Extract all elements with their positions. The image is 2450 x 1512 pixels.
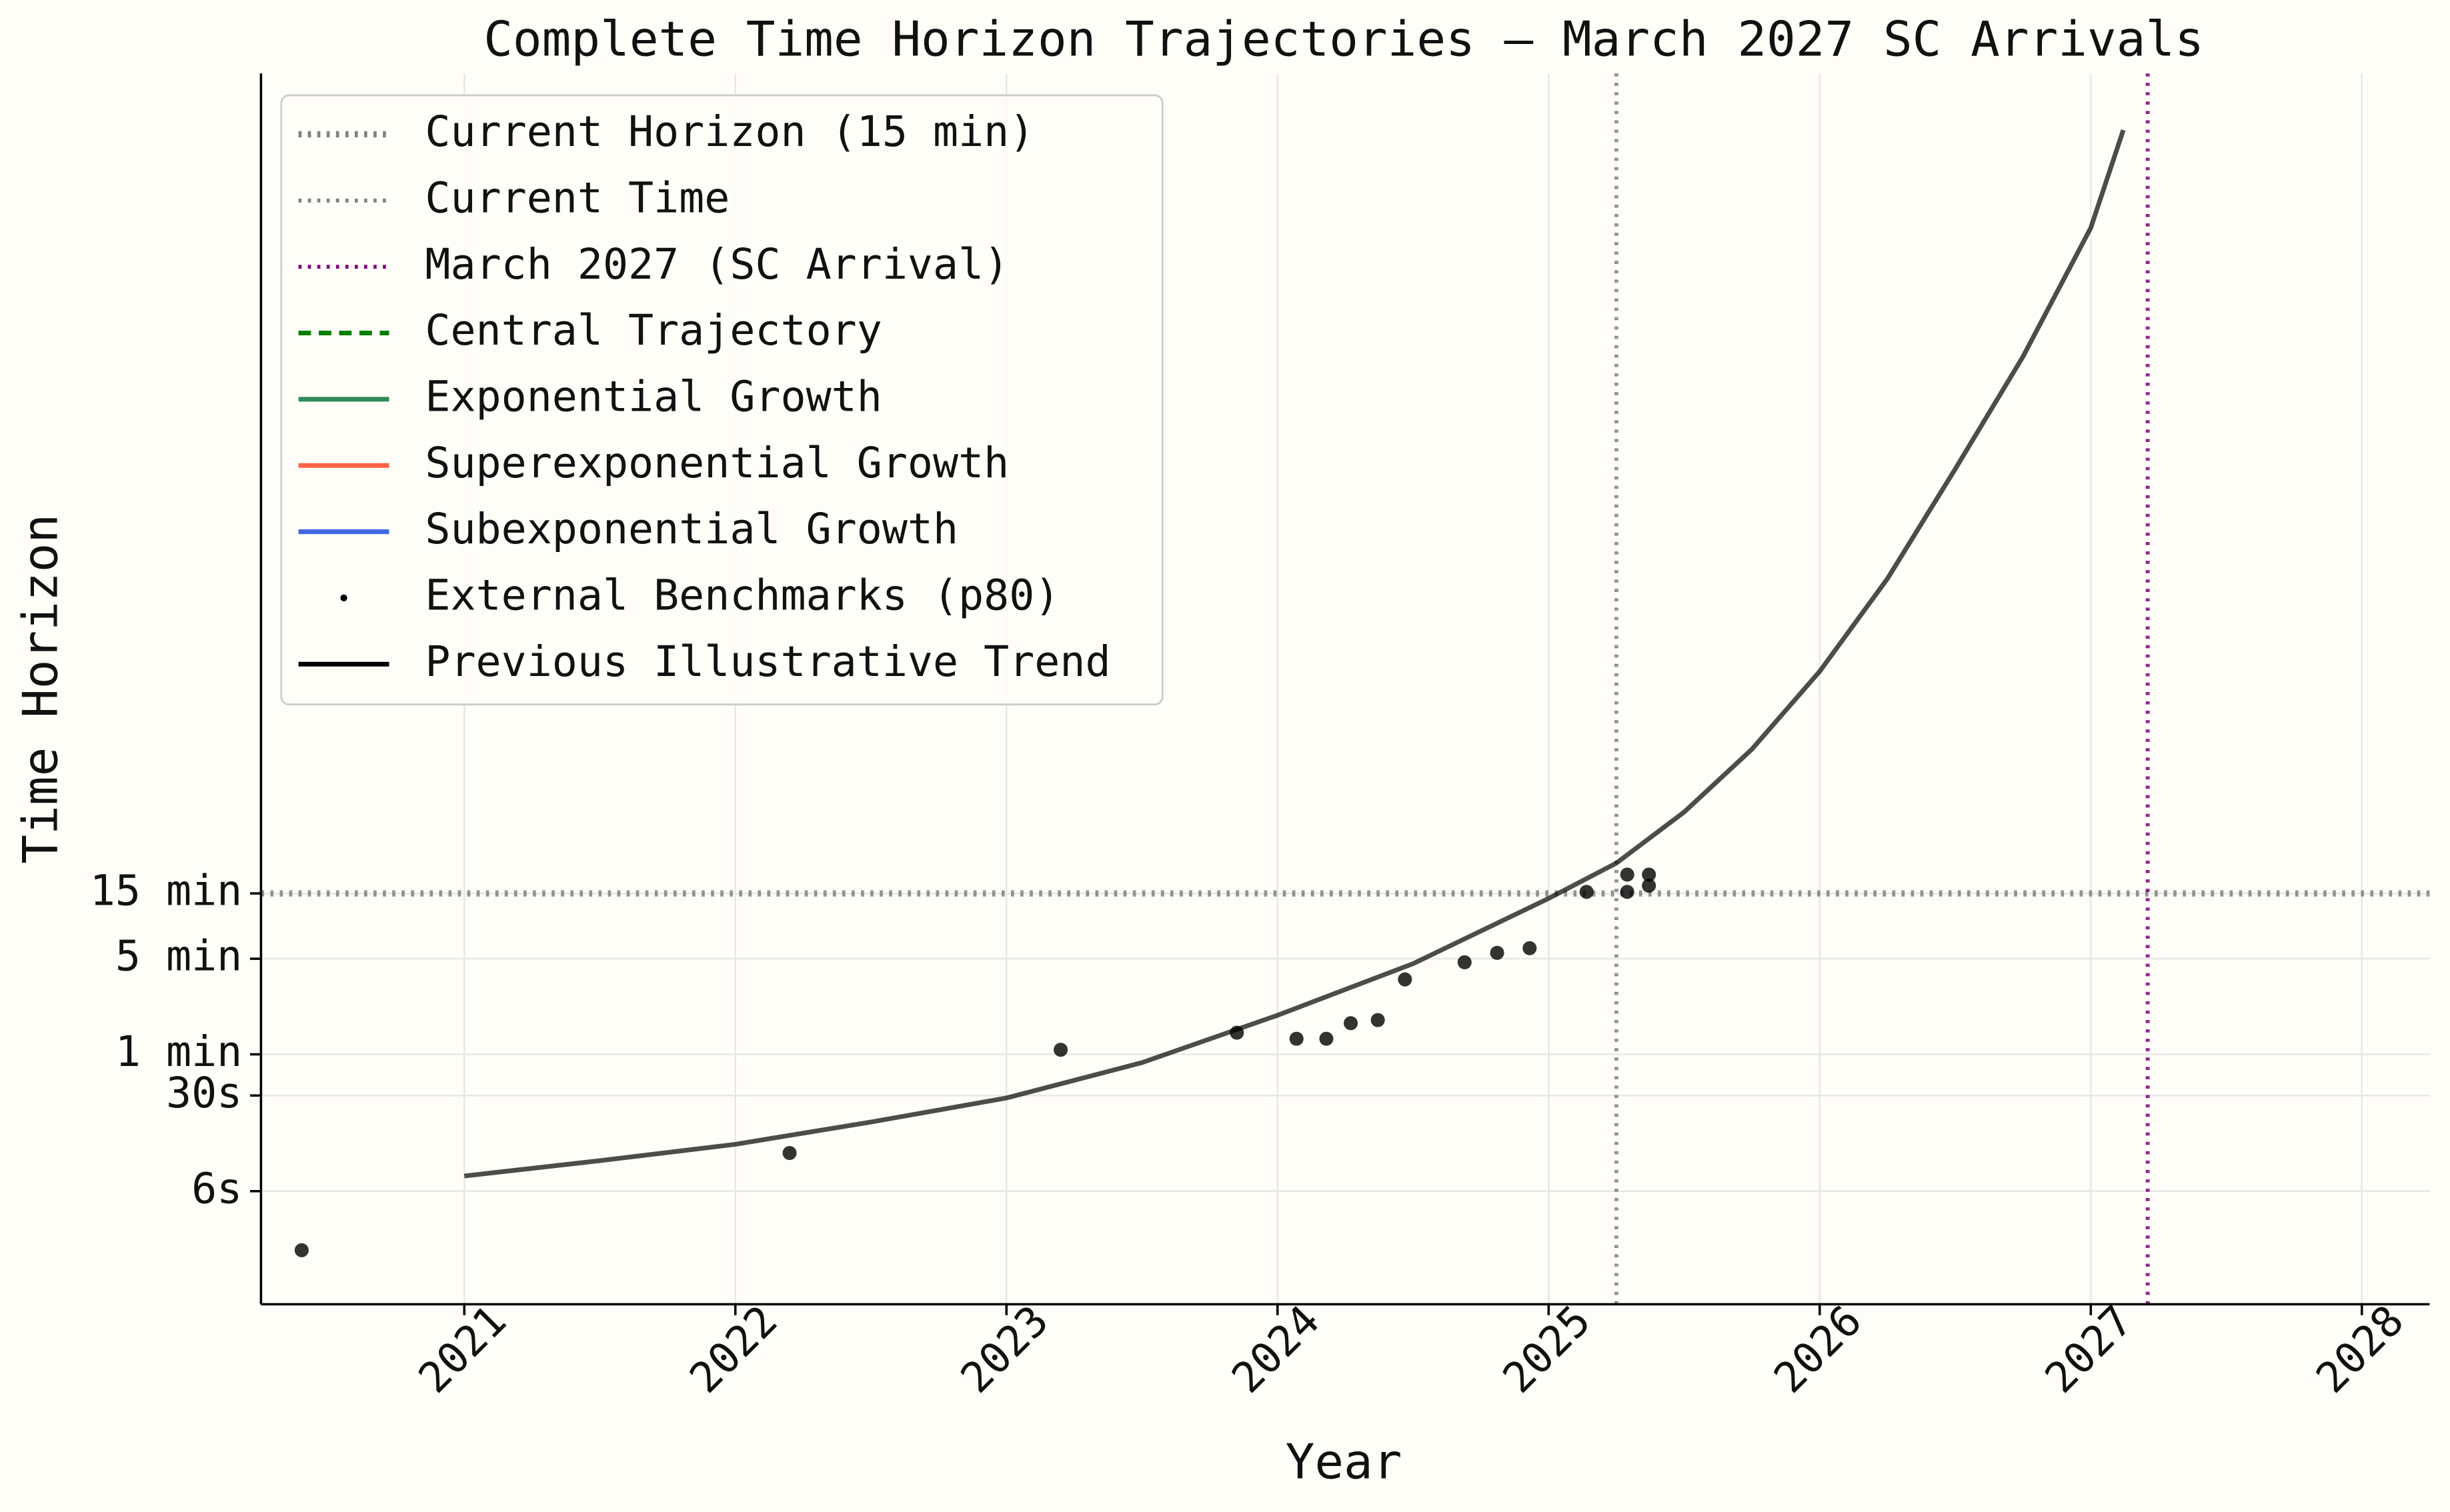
legend-label: Exponential Growth <box>425 371 882 421</box>
scatter-point <box>1054 1043 1068 1057</box>
legend-label: Central Trajectory <box>425 305 882 355</box>
scatter-point <box>1457 955 1472 969</box>
scatter-point <box>1289 1031 1304 1046</box>
scatter-point <box>1642 867 1656 882</box>
scatter-point <box>1490 945 1504 960</box>
x-axis-label: Year <box>1286 1435 1402 1491</box>
chart-title: Complete Time Horizon Trajectories — Mar… <box>483 11 2204 67</box>
plot-area <box>261 73 2430 1305</box>
scatter-point <box>1343 1016 1358 1031</box>
scatter-point <box>1522 941 1537 955</box>
y-axis-label: Time Horizon <box>13 514 69 864</box>
legend-marker <box>340 594 347 602</box>
y-tick-label: 1 min <box>115 1027 242 1076</box>
legend-label: March 2027 (SC Arrival) <box>425 239 1009 289</box>
legend-label: Superexponential Growth <box>425 438 1009 487</box>
legend: Current Horizon (15 min) Current Time Marc… <box>280 94 1164 706</box>
y-tick-label: 5 min <box>115 931 242 981</box>
legend-label: Previous Illustrative Trend <box>425 637 1110 686</box>
scatter-point <box>1620 867 1634 882</box>
scatter-point <box>1319 1031 1334 1046</box>
scatter-point <box>1579 885 1594 899</box>
scatter-point <box>1370 1013 1385 1027</box>
legend-label: External Benchmarks (p80) <box>425 570 1060 619</box>
y-tick-label: 15 min <box>90 866 242 915</box>
scatter-point <box>1642 878 1656 893</box>
legend-box <box>280 94 1164 706</box>
y-tick-label: 6s <box>191 1163 242 1213</box>
scatter-point <box>782 1145 797 1161</box>
scatter-point <box>1398 972 1412 987</box>
y-tick-label: 30s <box>166 1068 242 1117</box>
scatter-point <box>294 1243 309 1257</box>
legend-label: Current Time <box>425 173 730 222</box>
legend-label: Current Horizon (15 min) <box>425 107 1034 156</box>
trend-line <box>463 129 2126 1179</box>
legend-label: Subexponential Growth <box>425 504 958 553</box>
scatter-point <box>1620 885 1634 899</box>
